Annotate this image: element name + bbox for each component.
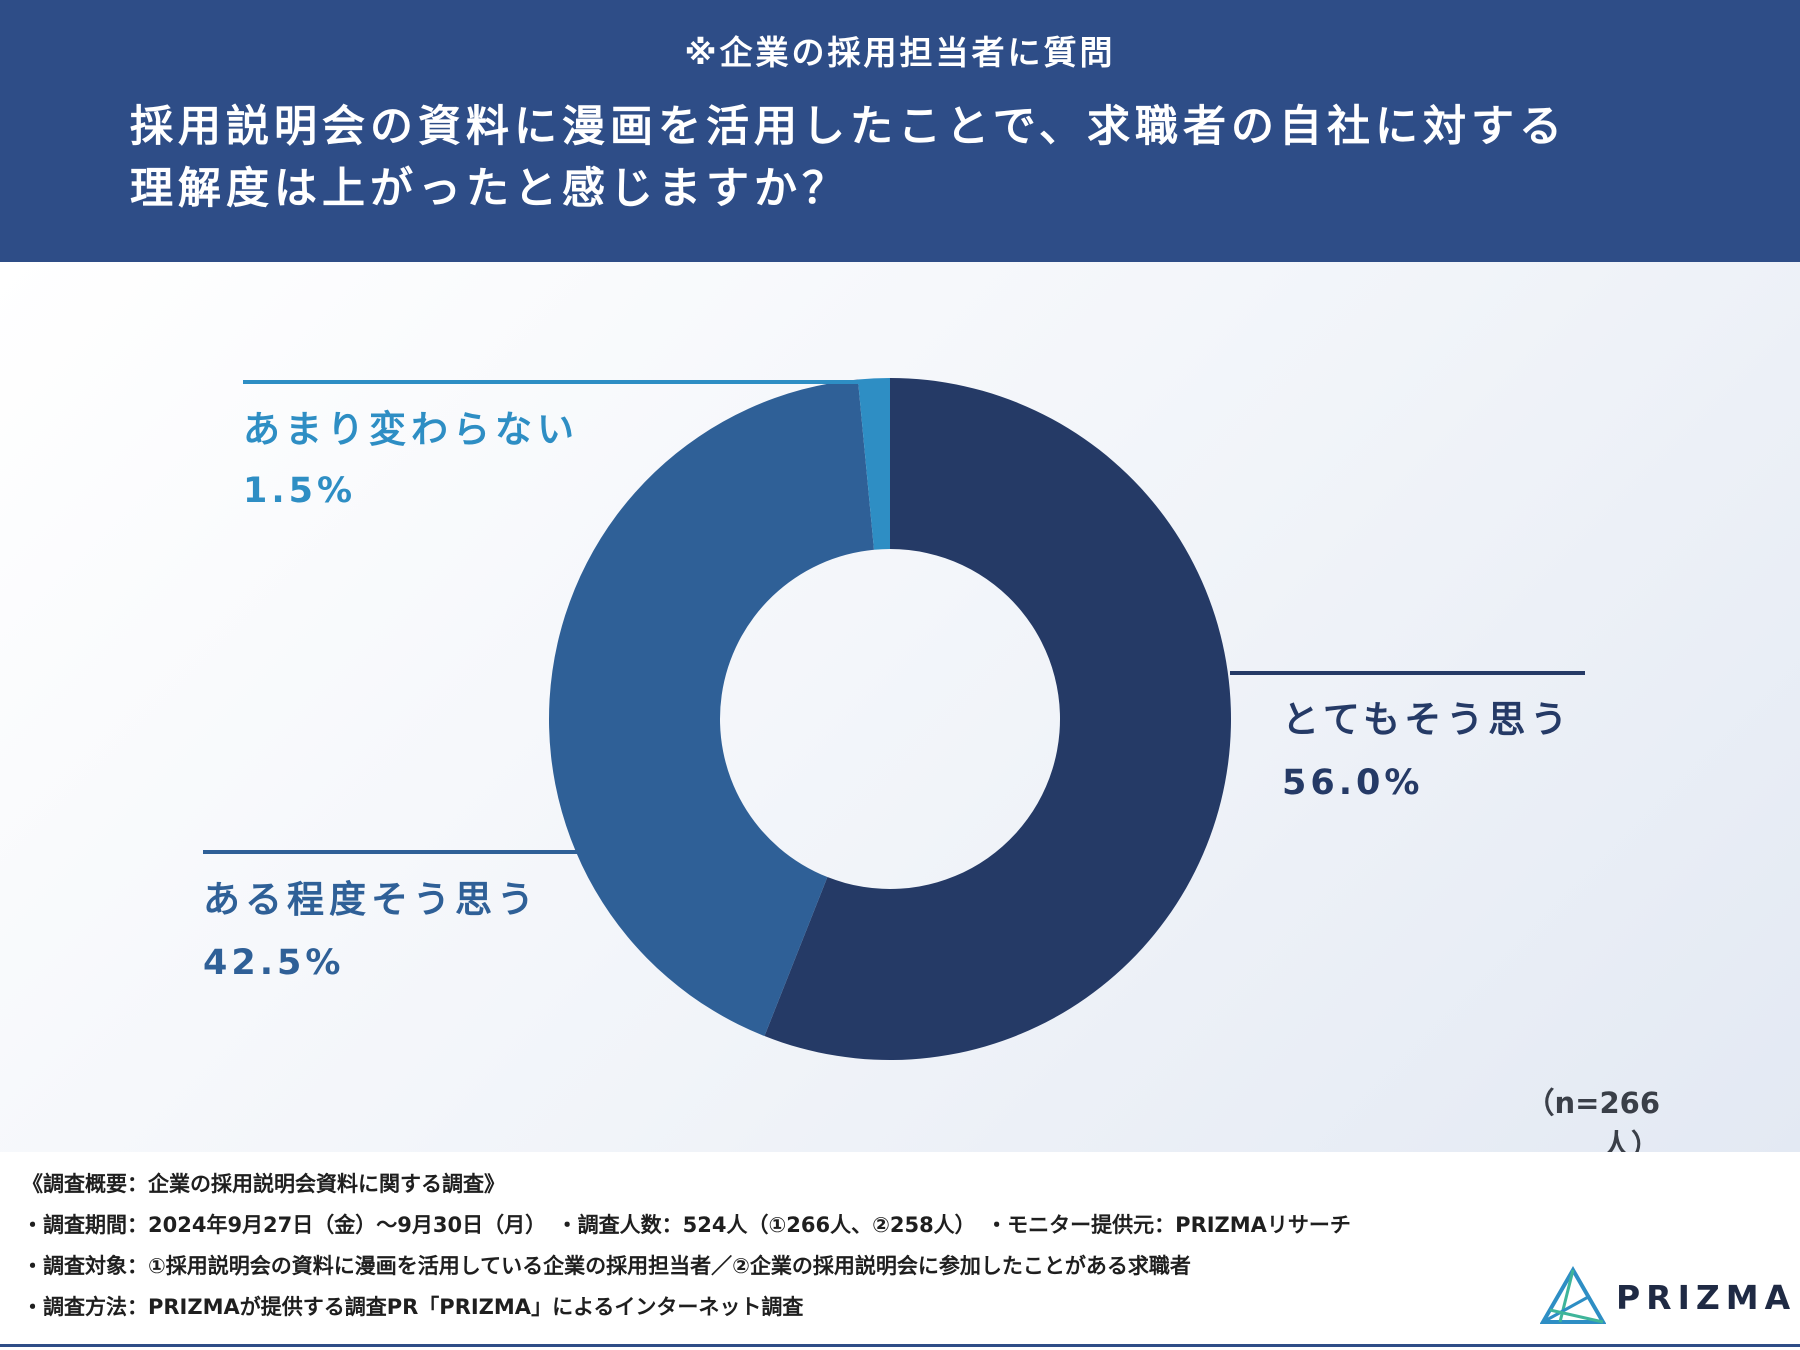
slice-no-change bbox=[857, 378, 890, 550]
header-subtitle: ※企業の採用担当者に質問 bbox=[684, 33, 1116, 72]
prizma-logo-text: PRIZMA bbox=[1616, 1278, 1797, 1317]
chart-area: とてもそう思う 56.0% ある程度そう思う 42.5% あまり変わらない 1.5% bbox=[0, 262, 1800, 1152]
donut-chart: とてもそう思う 56.0% ある程度そう思う 42.5% あまり変わらない 1.5% bbox=[203, 378, 1585, 1060]
prizma-logo: PRIZMA bbox=[1540, 1266, 1790, 1326]
slice-somewhat bbox=[549, 379, 875, 1037]
category-label-somewhat: ある程度そう思う bbox=[203, 878, 539, 921]
value-label-somewhat: 42.5% bbox=[203, 943, 344, 983]
page-title: 採用説明会の資料に漫画を活用したことで、求職者の自社に対する 理解度は上がったと… bbox=[130, 96, 1730, 220]
header-banner: ※企業の採用担当者に質問 採用説明会の資料に漫画を活用したことで、求職者の自社に… bbox=[0, 0, 1800, 262]
survey-summary-heading: 《調査概要：企業の採用説明会資料に関する調査》 bbox=[22, 1172, 505, 1196]
prizma-logo-mark bbox=[1540, 1266, 1606, 1324]
bottom-rule bbox=[0, 1344, 1800, 1347]
survey-method-line: ・調査方法：PRIZMAが提供する調査PR「PRIZMA」によるインターネット調… bbox=[22, 1295, 804, 1319]
value-label-no-change: 1.5% bbox=[243, 471, 356, 511]
survey-summary: 《調査概要：企業の採用説明会資料に関する調査》 ・調査期間：2024年9月27日… bbox=[0, 1152, 1800, 1350]
value-label-very-much: 56.0% bbox=[1282, 763, 1423, 803]
title-line-2: 理解度は上がったと感じますか？ bbox=[130, 164, 850, 214]
slice-very-much bbox=[764, 378, 1232, 1060]
title-line-1: 採用説明会の資料に漫画を活用したことで、求職者の自社に対する bbox=[130, 102, 1567, 152]
category-label-no-change: あまり変わらない bbox=[243, 408, 579, 451]
survey-period-line: ・調査期間：2024年9月27日（金）〜9月30日（月） ・調査人数：524人（… bbox=[22, 1213, 1351, 1237]
category-label-very-much: とてもそう思う bbox=[1282, 698, 1572, 741]
survey-target-line: ・調査対象：①採用説明会の資料に漫画を活用している企業の採用担当者／②企業の採用… bbox=[22, 1254, 1191, 1278]
